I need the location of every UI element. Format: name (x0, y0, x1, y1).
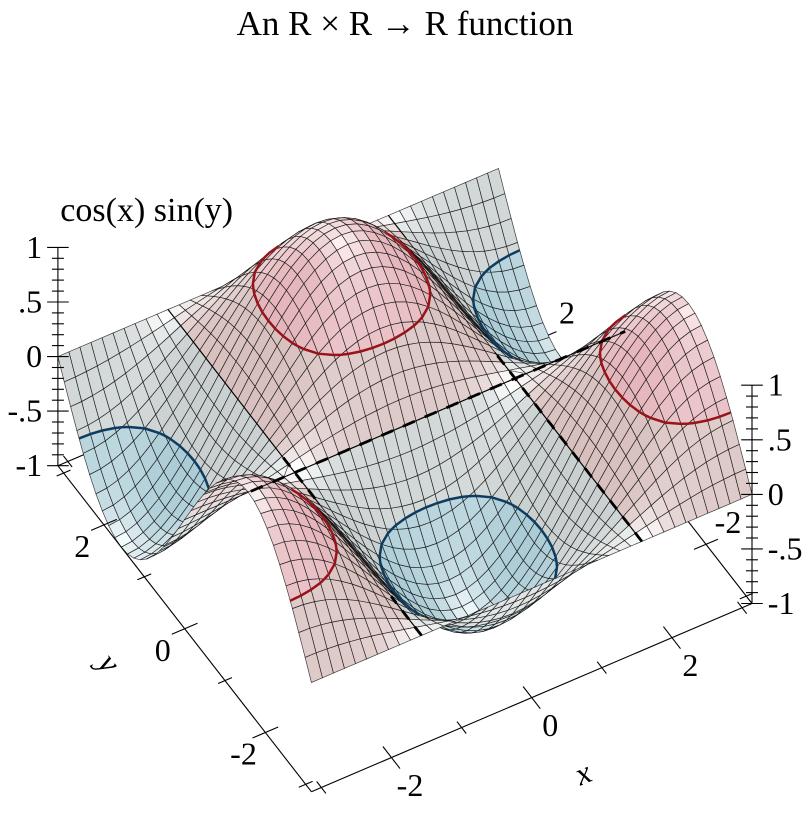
svg-text:An R × R → R function: An R × R → R function (237, 4, 574, 43)
svg-text:0: 0 (542, 707, 558, 743)
svg-text:-1: -1 (768, 585, 795, 621)
svg-text:-2: -2 (397, 767, 424, 803)
svg-text:-2: -2 (230, 736, 257, 772)
svg-text:1: 1 (26, 229, 42, 265)
svg-text:-.5: -.5 (768, 530, 803, 566)
svg-text:.5: .5 (18, 284, 42, 320)
svg-text:2: 2 (559, 295, 575, 331)
svg-text:0: 0 (768, 476, 784, 512)
svg-text:-2: -2 (715, 504, 742, 540)
svg-text:1: 1 (768, 367, 784, 403)
svg-text:.5: .5 (768, 421, 792, 457)
svg-text:cos(x) sin(y): cos(x) sin(y) (60, 192, 233, 229)
svg-text:2: 2 (682, 647, 698, 683)
svg-text:0: 0 (155, 632, 171, 668)
svg-text:0: 0 (26, 338, 42, 374)
svg-text:-1: -1 (15, 447, 42, 483)
svg-text:2: 2 (74, 528, 90, 564)
svg-text:-.5: -.5 (7, 393, 42, 429)
